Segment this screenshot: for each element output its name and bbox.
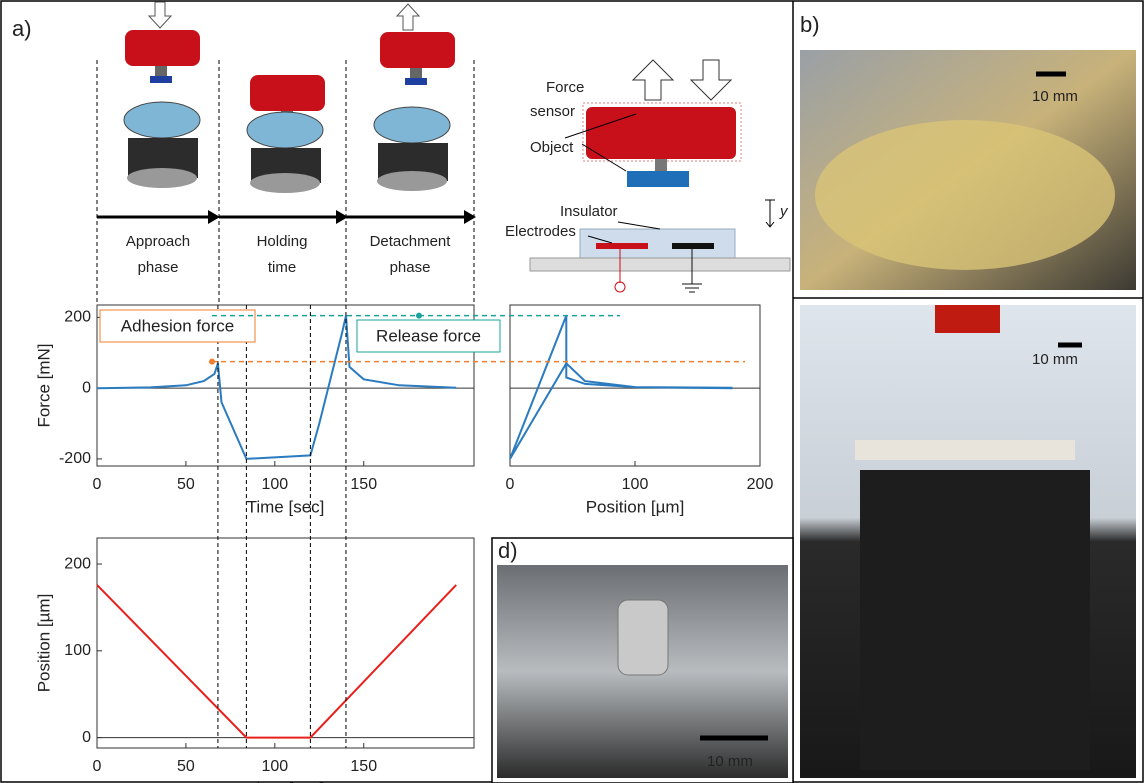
- reference-point: [209, 359, 215, 365]
- x-tick-label: 150: [350, 476, 377, 493]
- schematic-label: y: [779, 203, 789, 220]
- x-tick-label: 0: [506, 476, 515, 493]
- phase-label: Holding: [257, 233, 308, 250]
- y-tick-label: 200: [64, 309, 91, 326]
- data-line: [97, 585, 456, 738]
- callout-label: Release force: [376, 326, 481, 345]
- phase-label: phase: [390, 259, 431, 276]
- plot-frame: [510, 305, 760, 466]
- photo-b-wafer: [815, 120, 1115, 270]
- x-tick-label: 200: [747, 476, 774, 493]
- x-tick-label: 50: [177, 476, 195, 493]
- y-tick-label: 100: [64, 642, 91, 659]
- stage: [374, 4, 455, 191]
- x-tick-label: 100: [261, 758, 288, 775]
- x-tick-label: 100: [261, 476, 288, 493]
- phase-label: phase: [138, 259, 179, 276]
- x-tick-label: 100: [622, 476, 649, 493]
- reference-point: [416, 313, 422, 319]
- y-tick-label: 0: [82, 379, 91, 396]
- phase-label: Approach: [126, 233, 190, 250]
- x-axis-label: Position [µm]: [586, 497, 685, 516]
- panel-label: b): [800, 12, 820, 37]
- scale-bar-label: 10 mm: [1032, 88, 1078, 105]
- photo-d-holder: [618, 600, 668, 675]
- y-tick-label: -200: [59, 450, 91, 467]
- callout-label: Adhesion force: [121, 316, 234, 335]
- panel-label: a): [12, 16, 32, 41]
- x-axis-label: Time [sec]: [247, 779, 325, 783]
- stage: [124, 2, 200, 188]
- figure: a) b) c) d) 10 mm 10 mm 10 mm: [0, 0, 1144, 783]
- phase-label: Detachment: [370, 233, 452, 250]
- y-axis-label: Position [µm]: [34, 594, 53, 693]
- scale-bar-label: 10 mm: [707, 753, 753, 770]
- photo-c-stage: [860, 470, 1090, 770]
- x-tick-label: 150: [350, 758, 377, 775]
- figure-canvas: a) b) c) d) 10 mm 10 mm 10 mm: [0, 0, 1144, 783]
- photo-c-sensor: [935, 305, 1000, 333]
- x-tick-label: 50: [177, 758, 195, 775]
- y-tick-label: 200: [64, 555, 91, 572]
- panel-label: d): [498, 538, 518, 563]
- schematic-label: Object: [530, 139, 574, 156]
- data-line: [510, 316, 733, 459]
- scale-bar-label: 10 mm: [1032, 351, 1078, 368]
- y-axis-label: Force [mN]: [34, 343, 53, 427]
- x-tick-label: 0: [93, 476, 102, 493]
- x-tick-label: 0: [93, 758, 102, 775]
- stage: [247, 75, 325, 193]
- schematic-label: Insulator: [560, 203, 618, 220]
- x-axis-label: Time [sec]: [247, 497, 325, 516]
- schematic-label: Electrodes: [505, 223, 576, 240]
- photo-c-plate: [855, 440, 1075, 460]
- y-tick-label: 0: [82, 729, 91, 746]
- schematic-label: sensor: [530, 103, 575, 120]
- schematic-label: Force: [546, 79, 584, 96]
- phase-label: time: [268, 259, 296, 276]
